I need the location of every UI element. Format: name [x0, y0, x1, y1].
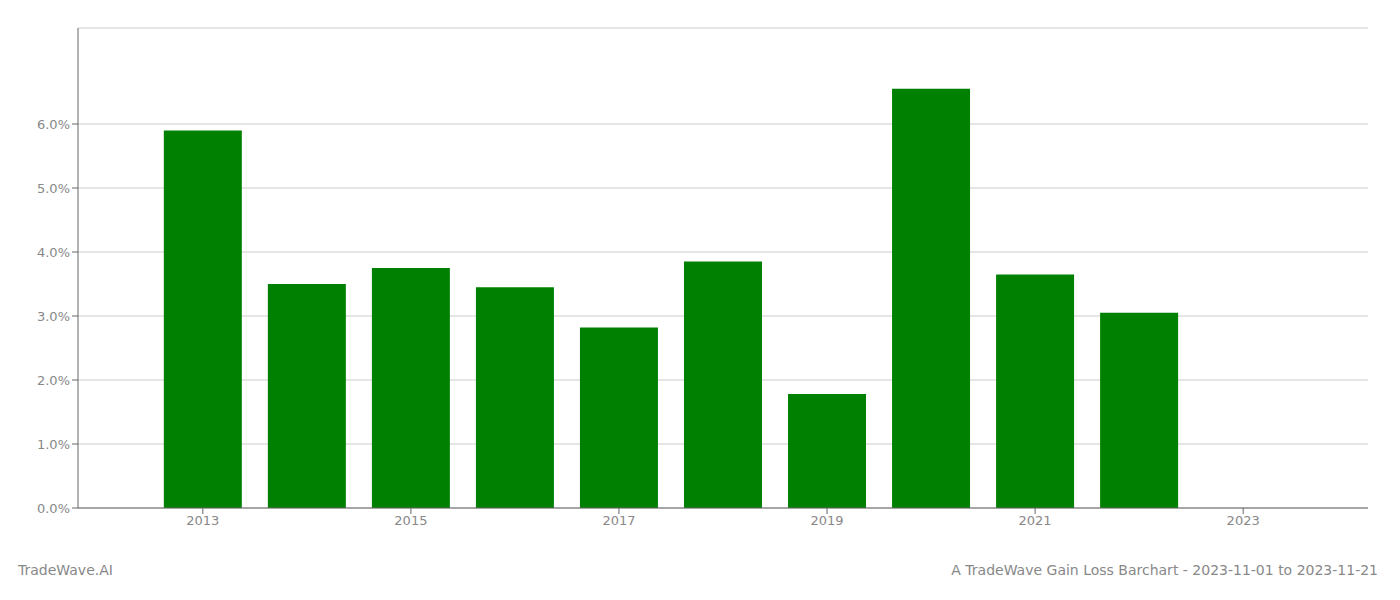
html-text:TradeWave.AI: TradeWave.AI: [18, 562, 113, 578]
svg-text:1.0%: 1.0%: [37, 437, 70, 452]
svg-text:0.0%: 0.0%: [37, 501, 70, 516]
svg-text:2021: 2021: [1019, 513, 1052, 528]
svg-text:3.0%: 3.0%: [37, 309, 70, 324]
svg-text:2013: 2013: [186, 513, 219, 528]
svg-text:5.0%: 5.0%: [37, 181, 70, 196]
html-text:A TradeWave Gain Loss Barchart: A TradeWave Gain Loss Barchart - 2023-11…: [951, 562, 1378, 578]
svg-text:6.0%: 6.0%: [37, 117, 70, 132]
svg-text:2017: 2017: [602, 513, 635, 528]
svg-text:2015: 2015: [394, 513, 427, 528]
svg-text:4.0%: 4.0%: [37, 245, 70, 260]
svg-text:2019: 2019: [810, 513, 843, 528]
svg-text:2.0%: 2.0%: [37, 373, 70, 388]
svg-text:2023: 2023: [1227, 513, 1260, 528]
